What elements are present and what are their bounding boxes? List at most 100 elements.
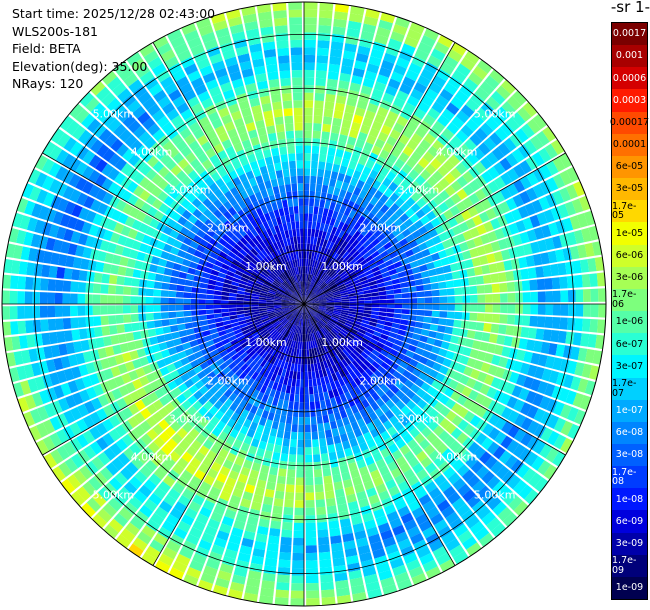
beta-gate: [213, 295, 222, 300]
beta-gate: [311, 298, 319, 302]
beta-gate: [364, 192, 374, 203]
beta-gate: [308, 309, 315, 316]
beta-gate: [351, 239, 360, 248]
beta-gate: [347, 287, 355, 292]
beta-gate: [405, 350, 415, 359]
beta-gate: [320, 328, 327, 336]
beta-gate: [133, 412, 146, 424]
beta-gate: [293, 251, 297, 260]
beta-gate: [341, 309, 349, 314]
beta-gate: [357, 45, 371, 56]
beta-gate: [254, 216, 263, 226]
beta-gate: [373, 254, 383, 262]
beta-gate: [272, 155, 281, 164]
beta-gate: [353, 377, 362, 386]
beta-gate: [248, 239, 257, 248]
beta-gate: [424, 304, 433, 310]
beta-gate: [112, 254, 122, 265]
beta-gate: [414, 433, 426, 444]
beta-gate: [411, 506, 425, 519]
beta-gate: [304, 1, 318, 10]
beta-gate: [81, 375, 93, 388]
beta-gate: [356, 294, 364, 299]
beta-gate: [238, 371, 247, 381]
beta-gate: [338, 378, 346, 387]
beta-gate: [450, 193, 462, 205]
beta-gate: [378, 291, 387, 296]
beta-gate: [479, 341, 489, 352]
beta-gate: [425, 359, 435, 369]
beta-gate: [318, 25, 332, 34]
beta-gate: [297, 318, 301, 326]
beta-gate: [209, 238, 218, 247]
beta-gate: [304, 153, 311, 161]
beta-gate: [359, 325, 368, 332]
beta-gate: [228, 170, 238, 180]
beta-gate: [215, 358, 225, 367]
beta-gate: [371, 311, 380, 316]
beta-gate: [311, 431, 319, 440]
beta-gate: [124, 134, 138, 148]
beta-gate: [339, 189, 347, 198]
beta-gate: [315, 339, 321, 347]
beta-gate: [263, 196, 271, 206]
beta-gate: [412, 368, 422, 378]
beta-gate: [2, 321, 12, 336]
beta-gate: [400, 202, 410, 213]
beta-gate: [275, 437, 283, 446]
beta-gate: [332, 311, 341, 316]
beta-gate: [304, 394, 310, 403]
beta-gate: [300, 243, 304, 252]
beta-gate: [402, 127, 414, 139]
beta-gate: [342, 251, 350, 259]
beta-gate: [472, 480, 486, 494]
beta-gate: [296, 302, 304, 304]
colorbar-cell: 1e-09: [612, 576, 647, 600]
beta-gate: [337, 332, 346, 340]
beta-gate: [218, 362, 228, 371]
beta-gate: [399, 324, 408, 331]
beta-gate: [522, 292, 531, 303]
beta-gate: [319, 262, 325, 271]
beta-gate: [378, 490, 390, 501]
beta-gate: [197, 134, 209, 146]
beta-gate: [140, 329, 149, 339]
beta-gate: [526, 229, 537, 242]
beta-gate: [332, 327, 340, 335]
beta-gate: [360, 362, 369, 371]
beta-gate: [305, 567, 319, 576]
beta-gate: [328, 139, 338, 149]
beta-gate: [280, 453, 289, 462]
beta-gate: [386, 312, 395, 318]
beta-gate: [360, 248, 369, 257]
beta-gate: [326, 505, 338, 515]
beta-gate: [316, 377, 322, 386]
beta-gate: [186, 203, 197, 214]
beta-gate: [300, 318, 303, 327]
beta-gate: [336, 196, 344, 205]
beta-gate: [497, 506, 513, 522]
beta-gate: [404, 493, 418, 506]
beta-gate: [254, 540, 267, 551]
beta-gate: [532, 113, 547, 130]
beta-gate: [453, 550, 469, 565]
beta-gate: [506, 168, 519, 182]
beta-gate: [295, 282, 300, 290]
beta-gate: [179, 127, 192, 140]
beta-gate: [220, 375, 230, 385]
beta-gate: [429, 539, 444, 552]
beta-gate: [349, 228, 357, 237]
beta-gate: [312, 213, 318, 222]
beta-gate: [499, 157, 512, 171]
beta-gate: [282, 309, 291, 314]
beta-gate: [172, 463, 185, 475]
beta-gate: [107, 378, 118, 390]
beta-gate: [252, 548, 265, 558]
beta-gate: [309, 309, 316, 315]
beta-gate: [457, 261, 467, 270]
beta-gate: [134, 198, 145, 210]
beta-gate: [317, 529, 329, 538]
beta-gate: [148, 473, 162, 486]
beta-gate: [349, 342, 357, 350]
beta-gate: [316, 237, 322, 246]
